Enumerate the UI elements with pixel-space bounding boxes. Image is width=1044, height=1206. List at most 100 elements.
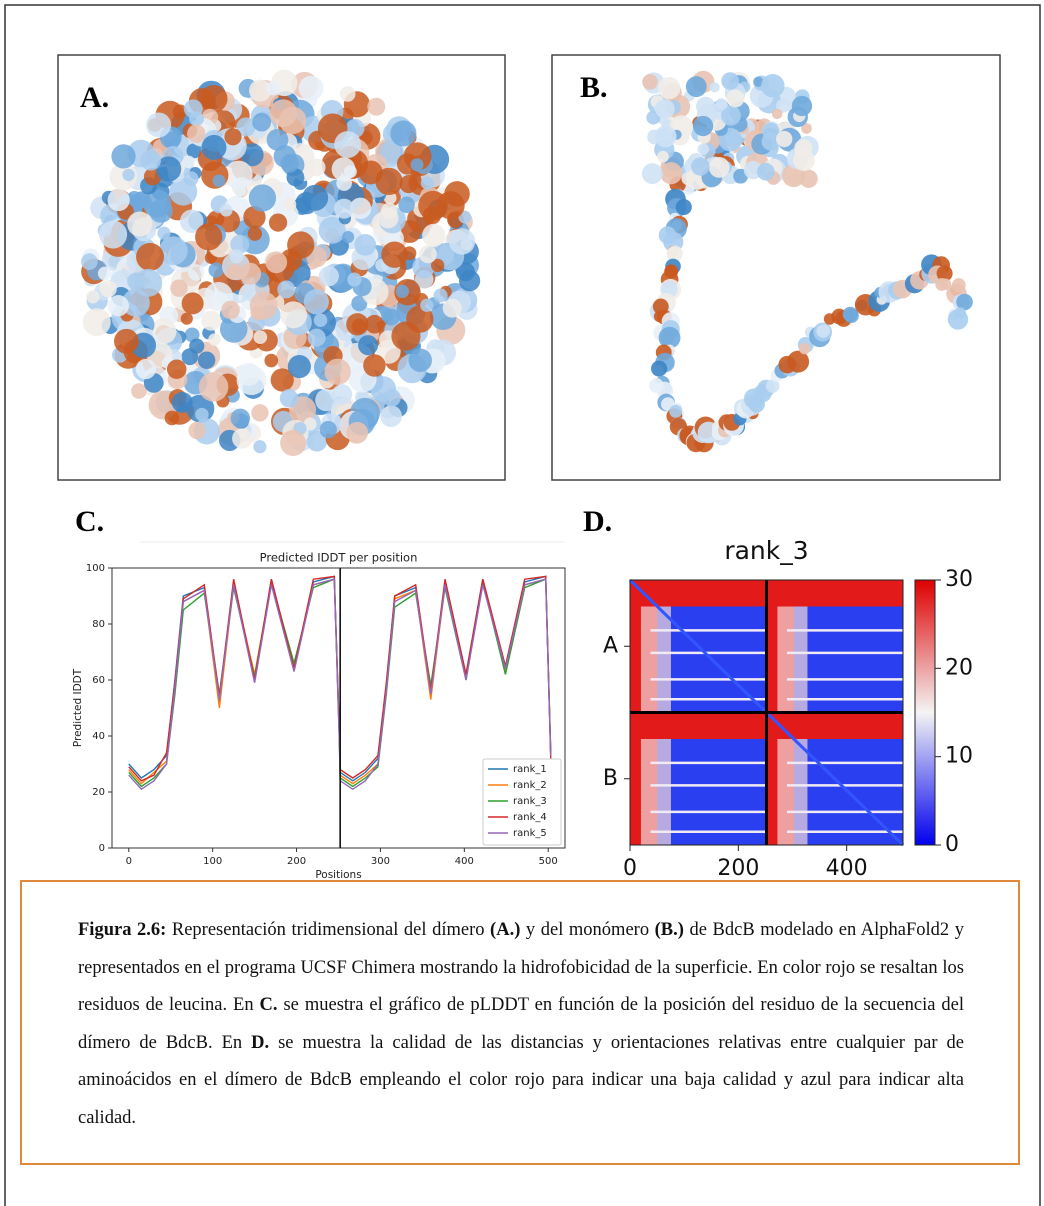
caption-text: se muestra el gráfico de pLDDT en funció…: [78, 995, 964, 1053]
panel-label: A.: [80, 81, 109, 114]
surface-blob: [331, 384, 353, 405]
surface-blob: [420, 176, 434, 190]
surface-blob: [343, 165, 357, 179]
surface-blob: [122, 288, 150, 317]
surface-blob: [708, 157, 730, 178]
surface-blob: [346, 421, 369, 444]
surface-blob: [382, 308, 400, 326]
surface-blob: [201, 310, 222, 331]
surface-blob: [136, 242, 165, 271]
surface-blob: [229, 249, 244, 264]
heatmap-block: [657, 739, 767, 845]
x-tick-label: 500: [539, 856, 558, 867]
surface-blob: [219, 203, 233, 217]
surface-blob: [697, 143, 710, 155]
surface-blob: [172, 104, 188, 119]
surface-blob: [692, 115, 714, 137]
surface-blob: [307, 158, 326, 177]
y-tick-label: 100: [86, 563, 105, 574]
surface-blob: [390, 120, 417, 147]
chart-title: Predicted IDDT per position: [260, 551, 418, 565]
surface-blob: [339, 86, 356, 102]
surface-blob: [298, 75, 324, 101]
surface-blob: [358, 160, 383, 185]
surface-blob: [358, 335, 379, 356]
surface-blob: [757, 162, 775, 181]
surface-blob: [188, 421, 206, 440]
surface-blob: [433, 288, 448, 303]
legend-box: [482, 758, 562, 846]
surface-blob: [715, 98, 728, 111]
surface-blob: [200, 84, 228, 113]
y-tick-label: 80: [92, 619, 105, 630]
surface-blob: [349, 197, 372, 220]
surface-blob: [131, 383, 147, 399]
surface-blob: [253, 440, 267, 454]
surface-blob: [122, 168, 135, 182]
surface-blob: [657, 150, 669, 163]
surface-blob: [179, 209, 204, 233]
panel-label: B.: [580, 71, 608, 104]
surface-blob: [801, 123, 812, 134]
surface-blob: [250, 305, 266, 321]
surface-blob: [127, 272, 146, 291]
surface-blob: [114, 328, 139, 354]
x-tick-label: 200: [287, 856, 306, 867]
colorbar-tick-label: 0: [945, 832, 959, 857]
surface-blob: [318, 266, 339, 287]
page-border: [4, 4, 1041, 1206]
surface-blob: [408, 348, 432, 372]
surface-blob: [86, 290, 100, 304]
heatmap-fade: [640, 739, 671, 845]
caption-bold: C.: [259, 995, 278, 1015]
surface-blob: [282, 197, 297, 212]
x-tick-label: 200: [717, 856, 759, 881]
surface-blob: [351, 295, 368, 312]
surface-blob: [182, 155, 195, 169]
surface-blob: [422, 223, 446, 247]
y-axis-label: Predicted IDDT: [72, 668, 84, 747]
legend-label: rank_4: [513, 812, 547, 823]
surface-blob: [155, 156, 182, 182]
surface-blob: [410, 158, 424, 172]
colorbar: [914, 579, 936, 846]
heatmap-fade: [777, 606, 808, 713]
heatmap-block: [793, 606, 903, 713]
surface-blob: [448, 228, 476, 255]
y-tick-label: 60: [92, 675, 105, 686]
surface-blob: [391, 321, 421, 351]
surface-blob: [721, 105, 741, 126]
surface-blob: [149, 199, 173, 223]
surface-blob: [187, 124, 206, 143]
surface-blob: [212, 174, 226, 188]
surface-blob: [253, 330, 268, 345]
surface-blob: [238, 262, 262, 285]
heatmap-fade: [777, 739, 808, 845]
surface-blob: [226, 264, 243, 281]
surface-blob: [197, 351, 216, 369]
x-tick-label: 400: [826, 856, 868, 881]
y-tick-label: 40: [92, 731, 105, 742]
caption: Figura 2.6: Representación tridimensiona…: [20, 880, 1020, 1165]
surface-blob: [236, 117, 256, 137]
surface-blob: [181, 348, 199, 366]
surface-blob: [660, 162, 683, 185]
legend-label: rank_3: [513, 796, 547, 807]
x-axis-label: Positions: [315, 869, 361, 881]
surface-blob: [721, 72, 739, 90]
surface-blob: [685, 76, 707, 97]
surface-blob: [420, 298, 434, 312]
x-tick-label: 100: [203, 856, 222, 867]
plot-frame: [111, 567, 566, 849]
caption-bold: (B.): [654, 920, 684, 940]
surface-blob: [403, 142, 432, 171]
surface-blob: [307, 328, 326, 347]
surface-blob: [99, 220, 128, 249]
surface-blob: [186, 143, 202, 159]
surface-blob: [306, 430, 328, 452]
surface-blob: [286, 168, 305, 187]
surface-blob: [398, 196, 415, 213]
x-tick-label: 400: [455, 856, 474, 867]
heatmap-frame: [629, 579, 904, 846]
